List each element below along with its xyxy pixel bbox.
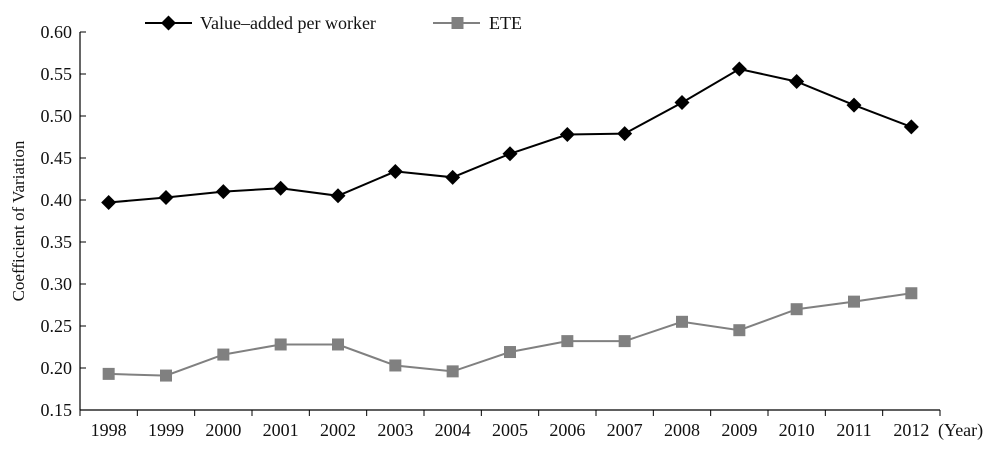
data-point-ete <box>905 287 918 300</box>
x-tick-label: 2003 <box>377 420 413 440</box>
x-tick-label: 2008 <box>664 420 700 440</box>
data-point-ete <box>160 369 172 382</box>
data-point-ete <box>102 367 115 380</box>
legend-item-value-added: Value–added per worker <box>145 13 376 33</box>
data-point-value-added <box>846 97 862 113</box>
data-point-ete <box>389 359 402 372</box>
data-point-ete <box>790 303 803 316</box>
data-point-value-added <box>731 61 747 77</box>
x-tick-label: 2005 <box>492 420 528 440</box>
data-point-ete <box>332 338 344 351</box>
y-tick-label: 0.55 <box>41 64 73 84</box>
data-point-value-added <box>273 180 289 196</box>
x-tick-label: 2010 <box>779 420 815 440</box>
y-tick-label: 0.45 <box>41 148 73 168</box>
y-tick-label: 0.60 <box>41 22 73 42</box>
data-point-value-added <box>674 95 690 111</box>
series-layer <box>101 61 919 382</box>
legend-label-ete: ETE <box>489 13 522 33</box>
data-point-ete <box>618 335 631 348</box>
data-point-value-added <box>445 169 461 185</box>
legend-label-value-added: Value–added per worker <box>200 13 376 33</box>
y-tick-label: 0.40 <box>41 190 73 210</box>
data-point-ete <box>848 295 860 308</box>
data-point-ete <box>676 315 688 328</box>
x-tick-label: 2009 <box>721 420 757 440</box>
x-tick-label: 2000 <box>205 420 241 440</box>
y-tick-label: 0.50 <box>41 106 73 126</box>
data-point-value-added <box>789 74 805 90</box>
x-tick-label: 2004 <box>435 420 471 440</box>
x-tick-label: 2007 <box>607 420 643 440</box>
legend: Value–added per worker ETE <box>145 13 522 33</box>
data-point-value-added <box>330 188 346 204</box>
data-point-value-added <box>158 189 174 205</box>
data-point-value-added <box>502 146 518 162</box>
x-tick-label: 1998 <box>91 420 127 440</box>
legend-item-ete: ETE <box>433 13 522 33</box>
data-point-ete <box>504 346 516 359</box>
data-point-ete <box>274 338 287 351</box>
data-point-value-added <box>559 126 575 142</box>
x-tick-label: 2002 <box>320 420 356 440</box>
x-tick-label: 2001 <box>263 420 299 440</box>
data-point-ete <box>217 348 230 361</box>
data-point-value-added <box>617 126 633 142</box>
x-tick-label: 2011 <box>836 420 871 440</box>
series-line-value-added <box>108 67 912 204</box>
data-point-ete <box>733 324 746 337</box>
y-tick-label: 0.25 <box>41 316 73 336</box>
y-axis-title: Coefficient of Variation <box>9 140 28 301</box>
x-tick-label: 2006 <box>549 420 585 440</box>
y-tick-label: 0.20 <box>41 358 73 378</box>
x-axis-unit-label: (Year) <box>938 420 983 441</box>
y-tick-label: 0.15 <box>41 400 73 420</box>
data-point-value-added <box>215 184 231 200</box>
data-point-value-added <box>101 195 117 211</box>
x-tick-label: 1999 <box>148 420 184 440</box>
x-tick-label: 2012 <box>893 420 929 440</box>
legend-marker-value-added <box>161 15 176 31</box>
data-point-value-added <box>387 163 403 179</box>
data-point-value-added <box>903 119 919 135</box>
y-tick-label: 0.35 <box>41 232 73 252</box>
legend-marker-ete <box>451 17 464 29</box>
axes: 0.15 0.20 0.25 0.30 0.35 0.40 0.45 0.50 0.55 0.60… <box>41 22 941 440</box>
y-tick-label: 0.30 <box>41 274 73 294</box>
data-point-ete <box>561 335 574 348</box>
data-point-ete <box>446 365 459 378</box>
